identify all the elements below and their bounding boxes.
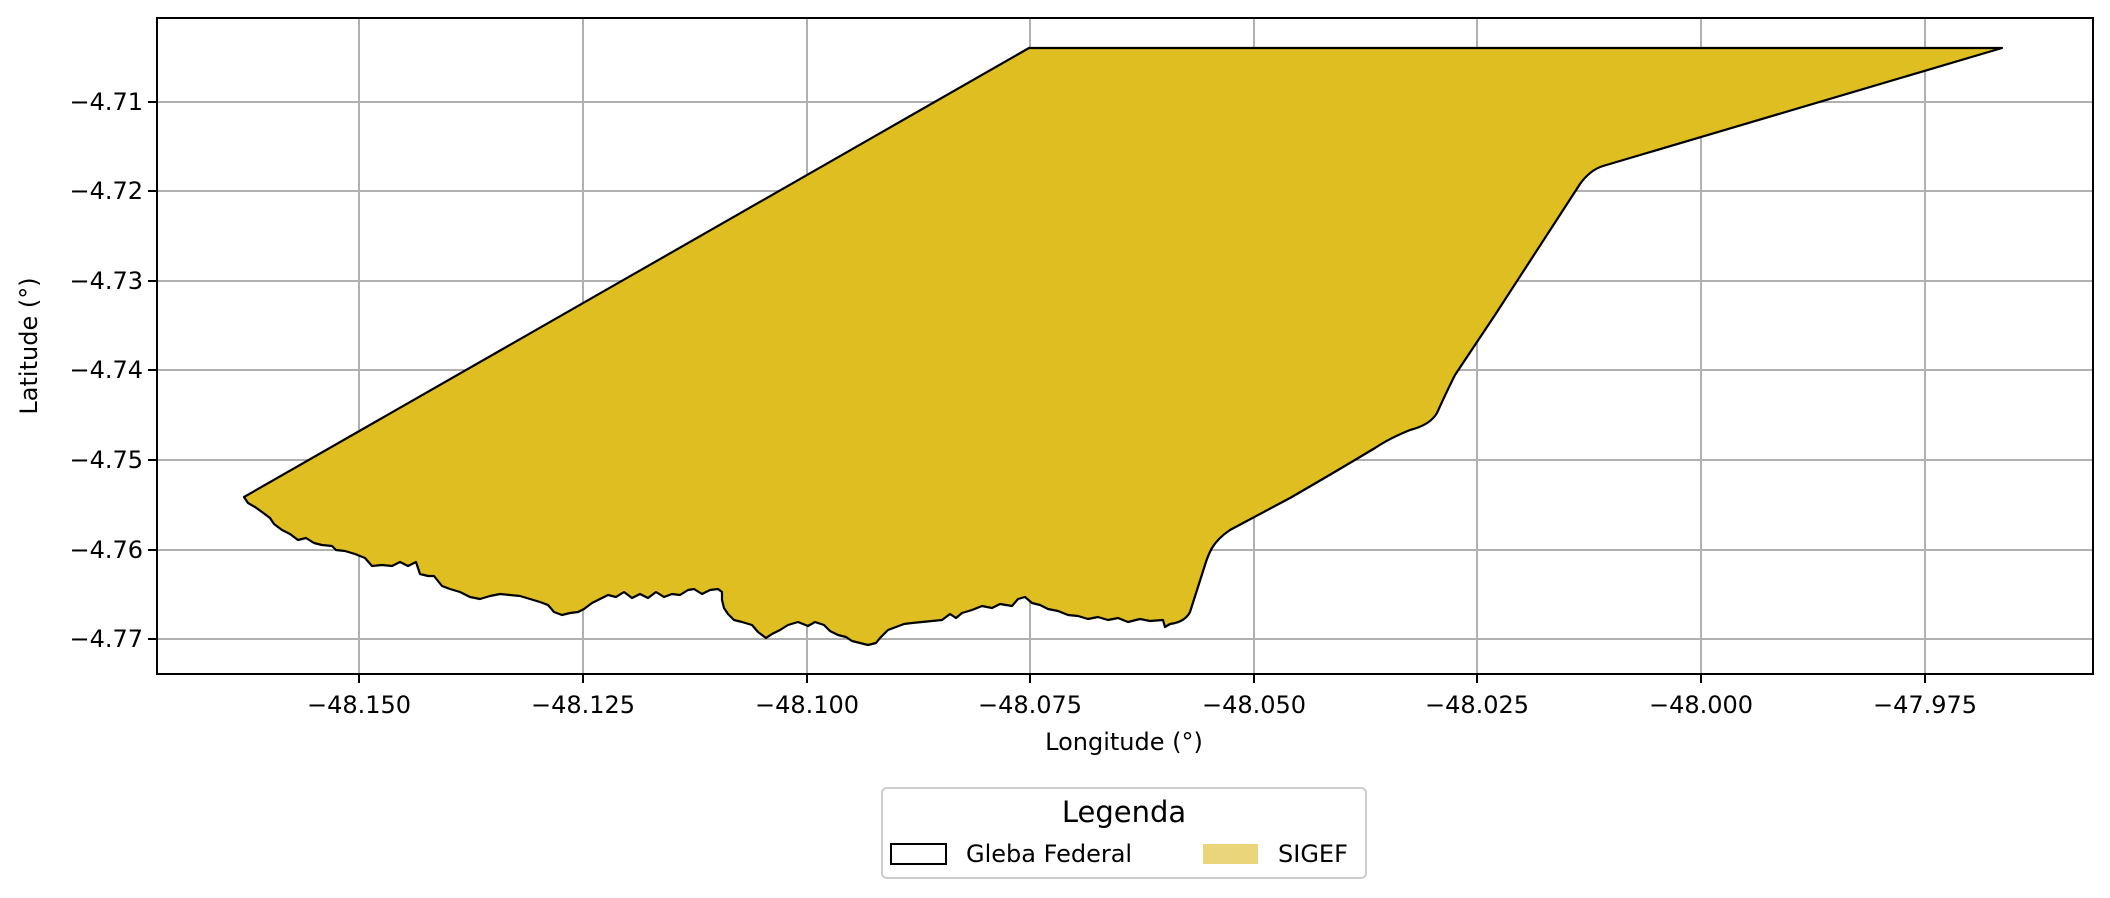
y-tick-label: −4.77 <box>69 625 143 653</box>
y-tick-label: −4.73 <box>69 267 143 295</box>
y-axis-label: Latitude (°) <box>15 277 43 414</box>
parcel-polygon <box>242 46 2004 647</box>
x-tick-label: −48.125 <box>531 691 635 719</box>
legend-label-sigef: SIGEF <box>1278 840 1348 868</box>
x-tick-label: −48.000 <box>1649 691 1753 719</box>
legend-swatch-gleba-federal <box>890 843 947 865</box>
x-axis-label: Longitude (°) <box>1045 728 1203 756</box>
legend-title: Legenda <box>1062 795 1186 829</box>
x-axis: −48.150 −48.125 −48.100 −48.075 −48.050 −48.0… <box>307 674 1977 719</box>
x-tick-label: −47.975 <box>1873 691 1977 719</box>
x-tick-label: −48.050 <box>1202 691 1306 719</box>
axes-frame <box>156 17 2094 675</box>
y-tick-label: −4.72 <box>69 177 143 205</box>
y-tick-label: −4.75 <box>69 446 143 474</box>
y-tick-label: −4.76 <box>69 536 143 564</box>
x-tick-label: −48.100 <box>755 691 859 719</box>
y-tick-label: −4.74 <box>69 356 143 384</box>
x-tick-label: −48.075 <box>978 691 1082 719</box>
x-tick-label: −48.025 <box>1425 691 1529 719</box>
legend: Legenda Gleba Federal SIGEF <box>881 787 1367 879</box>
legend-label-gleba-federal: Gleba Federal <box>966 840 1132 868</box>
x-tick-label: −48.150 <box>307 691 411 719</box>
y-tick-label: −4.71 <box>69 88 143 116</box>
y-axis: −4.71 −4.72 −4.73 −4.74 −4.75 −4.76 −4.77 <box>69 88 157 653</box>
legend-swatch-sigef <box>1203 844 1258 864</box>
